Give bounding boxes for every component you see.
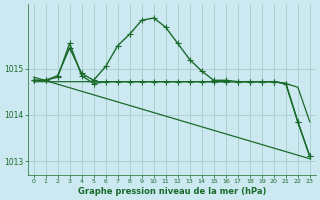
X-axis label: Graphe pression niveau de la mer (hPa): Graphe pression niveau de la mer (hPa) [77,187,266,196]
